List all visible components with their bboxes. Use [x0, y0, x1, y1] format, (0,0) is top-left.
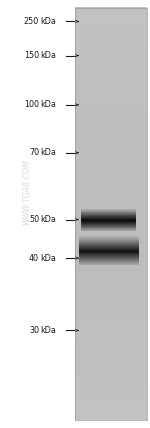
Text: kDa: kDa — [40, 100, 56, 110]
Text: WWW.TGAB.COM: WWW.TGAB.COM — [22, 160, 32, 226]
Text: 100: 100 — [24, 100, 39, 110]
Text: 30: 30 — [29, 326, 39, 335]
Text: kDa: kDa — [40, 148, 56, 158]
Text: 50: 50 — [29, 215, 39, 224]
Text: kDa: kDa — [40, 51, 56, 60]
Text: 150: 150 — [24, 51, 39, 60]
Text: 250: 250 — [24, 17, 39, 26]
Text: kDa: kDa — [40, 253, 56, 263]
Text: kDa: kDa — [40, 215, 56, 224]
Text: 40: 40 — [29, 253, 39, 263]
Text: kDa: kDa — [40, 326, 56, 335]
Text: kDa: kDa — [40, 17, 56, 26]
Text: 70: 70 — [29, 148, 39, 158]
